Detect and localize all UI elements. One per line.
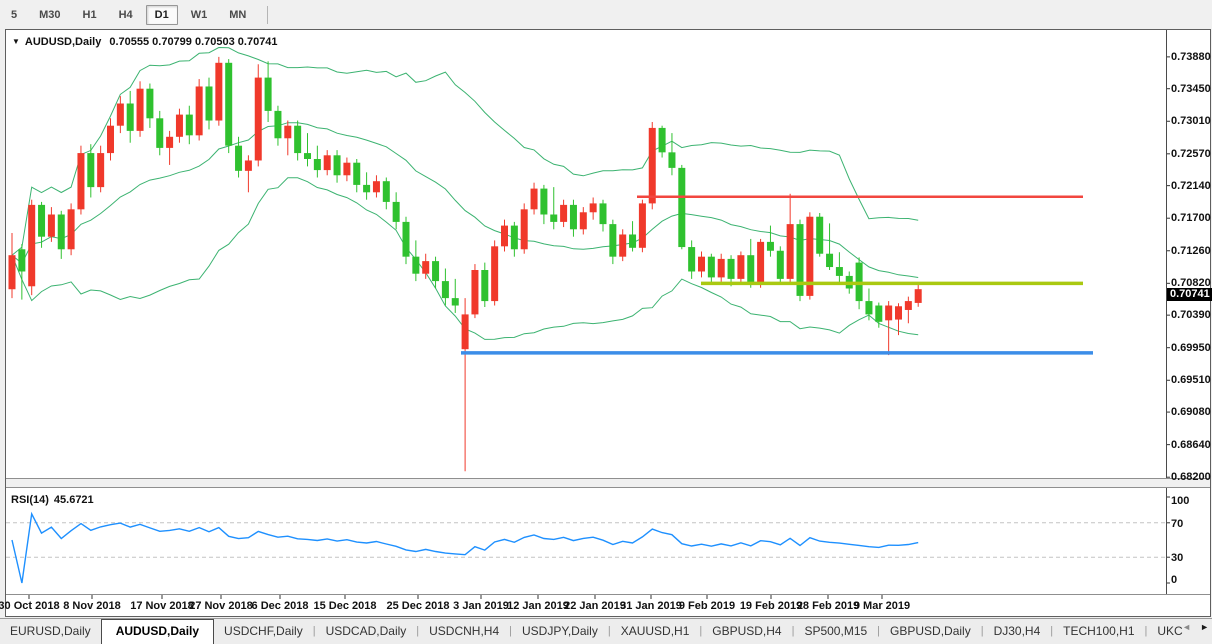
price-axis-label: 0.70820: [1171, 277, 1211, 290]
date-axis-label: 3 Jan 2019: [453, 600, 509, 612]
date-axis-label: 25 Dec 2018: [386, 600, 450, 612]
chart-tab-usdcad-daily[interactable]: USDCAD,Daily: [325, 624, 407, 638]
tab-divider: |: [980, 625, 984, 637]
price-axis-label: 0.68200: [1171, 471, 1211, 484]
timeframe-button-h4[interactable]: H4: [118, 8, 133, 21]
chart-tab-sp500-m15[interactable]: SP500,M15: [804, 624, 868, 638]
price-axis-label: 0.72140: [1171, 179, 1211, 192]
chart-window: [5, 29, 1211, 617]
date-axis-label: 31 Jan 2019: [620, 600, 682, 612]
timeframe-button-d1[interactable]: D1: [145, 4, 178, 25]
tab-divider: |: [416, 625, 420, 637]
chart-tab-dj30-h4[interactable]: DJ30,H4: [993, 624, 1041, 638]
price-chart-pane[interactable]: [7, 31, 1166, 478]
price-axis-line: [1166, 30, 1167, 594]
chart-tabs-bar: EURUSD,Daily AUDUSD,Daily USDCHF,Daily | USD…: [0, 618, 1212, 644]
pane-splitter[interactable]: [6, 478, 1210, 488]
tab-divider: |: [1144, 625, 1148, 637]
rsi-axis-label: 70: [1171, 517, 1184, 530]
date-axis-label: 9 Mar 2019: [853, 600, 911, 612]
chart-tab-ukc[interactable]: UKC: [1157, 624, 1183, 638]
timeframe-button-5[interactable]: 5: [11, 8, 18, 21]
timeframe-button-mn[interactable]: MN: [229, 8, 247, 21]
date-axis-label: 30 Oct 2018: [0, 600, 60, 612]
price-axis-label: 0.73880: [1171, 50, 1211, 63]
price-axis-label: 0.71700: [1171, 212, 1211, 225]
toolbar-separator: [267, 5, 269, 24]
rsi-indicator-label: RSI(14) 45.6721: [11, 494, 94, 506]
rsi-pane-border: [6, 594, 1210, 595]
date-axis-label: 27 Nov 2018: [189, 600, 253, 612]
date-axis-label: 12 Jan 2019: [507, 600, 569, 612]
date-axis-label: 6 Dec 2018: [251, 600, 309, 612]
price-axis-label: 0.69950: [1171, 341, 1211, 354]
chart-tab-audusd-daily[interactable]: AUDUSD,Daily: [100, 619, 215, 644]
price-axis-label: 0.73010: [1171, 115, 1211, 128]
tabs-scroll-right-icon[interactable]: ►: [1200, 622, 1209, 632]
price-axis-label: 0.73450: [1171, 82, 1211, 95]
timeframe-button-m30[interactable]: M30: [39, 8, 61, 21]
tab-divider: |: [509, 625, 513, 637]
chart-tab-tech100-h1[interactable]: TECH100,H1: [1063, 624, 1135, 638]
chart-title-bar: ▼ AUDUSD,Daily 0.70555 0.70799 0.70503 0.7…: [12, 36, 278, 48]
rsi-axis-label: 0: [1171, 574, 1178, 586]
chart-tab-usdcnh-h4[interactable]: USDCNH,H4: [429, 624, 500, 638]
chart-tab-usdjpy-daily[interactable]: USDJPY,Daily: [522, 624, 598, 638]
price-axis-label: 0.70390: [1171, 309, 1211, 322]
chart-tab-gbpusd-daily[interactable]: GBPUSD,Daily: [890, 624, 971, 638]
date-axis-label: 9 Feb 2019: [678, 600, 736, 612]
price-axis-label: 0.69080: [1171, 406, 1211, 419]
price-axis-label: 0.68640: [1171, 438, 1211, 451]
date-axis-label: 19 Feb 2019: [739, 600, 803, 612]
price-axis-label: 0.72570: [1171, 147, 1211, 160]
rsi-pane[interactable]: [7, 489, 1166, 595]
tab-divider: |: [1050, 625, 1054, 637]
tab-divider: |: [607, 625, 611, 637]
price-axis-label: 0.71260: [1171, 244, 1211, 257]
rsi-value: 45.6721: [53, 494, 94, 506]
tab-divider: |: [699, 625, 703, 637]
tab-divider: |: [791, 625, 795, 637]
chart-tab-usdchf-daily[interactable]: USDCHF,Daily: [224, 624, 303, 638]
timeframe-button-h1[interactable]: H1: [82, 8, 97, 21]
date-axis-label: 22 Jan 2019: [564, 600, 626, 612]
date-axis-label: 8 Nov 2018: [63, 600, 121, 612]
chart-symbol-label: AUDUSD,Daily: [24, 36, 102, 48]
chart-tab-eurusd-daily[interactable]: EURUSD,Daily: [10, 624, 91, 638]
price-axis-label: 0.69510: [1171, 374, 1211, 387]
date-axis-label: 15 Dec 2018: [313, 600, 377, 612]
rsi-axis-label: 100: [1171, 495, 1190, 507]
chart-dropdown-icon[interactable]: ▼: [12, 37, 20, 46]
date-axis-label: 17 Nov 2018: [130, 600, 194, 612]
current-price-tag: 0.70741: [1167, 288, 1212, 301]
timeframe-toolbar: 5 M30 H1 H4 D1 W1 MN: [0, 0, 1212, 29]
rsi-axis-label: 30: [1171, 552, 1184, 565]
chart-tab-gbpusd-h4[interactable]: GBPUSD,H4: [712, 624, 782, 638]
tabs-scroll-left-icon[interactable]: ◄: [1182, 622, 1192, 632]
date-axis-label: 28 Feb 2019: [796, 600, 860, 612]
tab-divider: |: [877, 625, 881, 637]
tab-scrollers: ◄ ►: [1182, 622, 1209, 632]
tab-divider: |: [312, 625, 316, 637]
chart-ohlc-values: 0.70555 0.70799 0.70503 0.70741: [109, 36, 278, 48]
chart-tab-xauusd-h1[interactable]: XAUUSD,H1: [620, 624, 690, 638]
timeframe-button-w1[interactable]: W1: [190, 8, 208, 21]
rsi-name: RSI(14): [11, 494, 49, 506]
